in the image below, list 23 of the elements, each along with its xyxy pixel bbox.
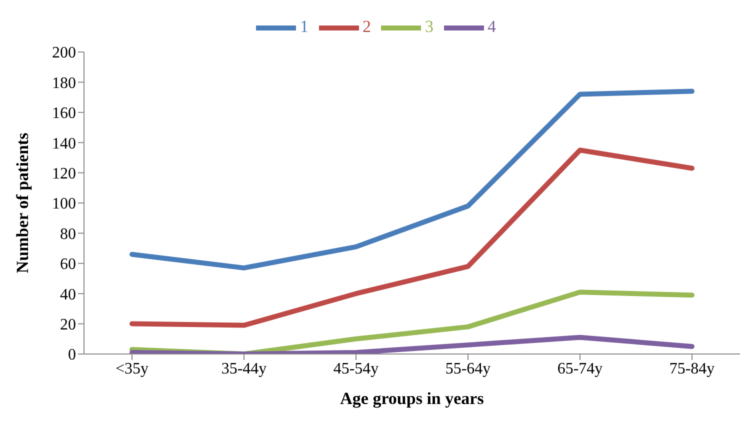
legend-label: 2 (362, 16, 371, 36)
x-tick-label: 35-44y (221, 360, 267, 378)
y-tick-label: 160 (52, 105, 76, 122)
x-tick-label: 75-84y (669, 360, 715, 378)
x-tick-label: 45-54y (333, 360, 379, 378)
x-tick-label: 65-74y (557, 360, 603, 378)
y-tick-label: 200 (52, 44, 76, 62)
y-tick-label: 120 (52, 165, 76, 182)
y-tick-label: 180 (52, 74, 76, 92)
y-tick-label: 100 (52, 196, 76, 213)
legend-label: 3 (425, 16, 434, 36)
x-tick-label: 55-64y (445, 360, 491, 378)
y-tick-label: 80 (60, 226, 76, 243)
legend-label: 4 (488, 16, 496, 36)
y-tick-label: 20 (60, 316, 76, 334)
x-axis-title: Age groups in years (340, 389, 484, 408)
legend-label: 1 (300, 16, 308, 36)
y-tick-label: 60 (60, 256, 76, 274)
y-tick-label: 140 (52, 135, 76, 152)
y-tick-label: 0 (68, 346, 76, 364)
x-tick-label: <35y (115, 360, 149, 378)
y-tick-label: 40 (60, 286, 76, 304)
y-axis-title: Number of patients (13, 132, 32, 274)
